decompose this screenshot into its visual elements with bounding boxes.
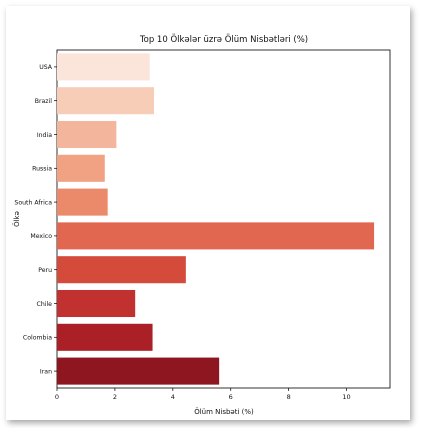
y-tick-label: USA xyxy=(39,64,53,71)
y-axis-label: Ölkə xyxy=(12,211,21,227)
bar-peru xyxy=(57,256,186,283)
x-ticks-group: 0 2 4 6 8 10 xyxy=(55,388,351,401)
chart-frame: Top 10 Ölkələr üzrə Ölüm Nisbətləri (%) … xyxy=(6,6,410,420)
y-tick-label: Chile xyxy=(37,301,53,308)
y-tick-label: Iran xyxy=(40,368,52,375)
bars-group xyxy=(57,53,374,384)
bar-brazil xyxy=(57,87,154,114)
x-tick-label: 0 xyxy=(55,393,59,401)
x-tick-label: 10 xyxy=(342,393,350,401)
bar-south-africa xyxy=(57,189,108,216)
bar-chart: Top 10 Ölkələr üzrə Ölüm Nisbətləri (%) … xyxy=(6,6,410,420)
x-tick-label: 2 xyxy=(113,393,117,401)
x-tick-label: 4 xyxy=(171,393,175,401)
y-tick-label: India xyxy=(37,132,52,139)
y-tick-label: Brazil xyxy=(35,98,53,105)
y-tick-label: South Africa xyxy=(14,199,52,206)
bar-colombia xyxy=(57,324,153,351)
y-tick-label: Mexico xyxy=(30,233,52,240)
bar-india xyxy=(57,121,116,148)
y-tick-label: Colombia xyxy=(23,335,52,342)
x-tick-label: 6 xyxy=(229,393,233,401)
bar-chile xyxy=(57,290,135,317)
x-tick-label: 8 xyxy=(287,393,291,401)
y-tick-label: Peru xyxy=(38,267,52,274)
x-axis-label: Ölüm Nisbəti (%) xyxy=(194,407,254,416)
bar-mexico xyxy=(57,222,374,249)
bar-iran xyxy=(57,358,219,385)
y-tick-label: Russia xyxy=(32,166,52,173)
bar-russia xyxy=(57,155,105,182)
bar-usa xyxy=(57,53,150,80)
chart-title: Top 10 Ölkələr üzrə Ölüm Nisbətləri (%) xyxy=(139,34,308,45)
